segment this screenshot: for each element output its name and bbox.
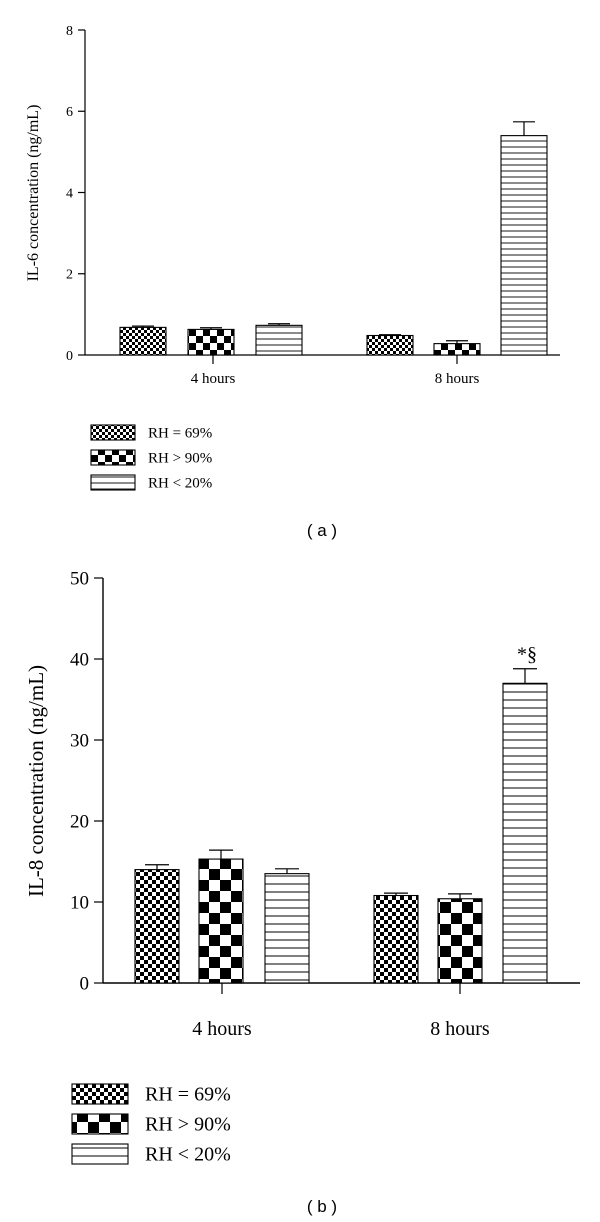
legend-item: RH < 20% bbox=[90, 474, 212, 491]
bar bbox=[502, 682, 548, 984]
x-category-label: 8 hours bbox=[435, 371, 480, 387]
legend-swatch bbox=[71, 1143, 129, 1165]
legend-swatch bbox=[71, 1113, 129, 1135]
panel-label: ( b ) bbox=[307, 1197, 337, 1216]
chart-panel-a: 0 2 4 6 8 4 hours 8 hours IL-6 concentration … bbox=[25, 24, 560, 540]
x-categories: 4 hours 8 hours bbox=[192, 983, 490, 1040]
error-bar bbox=[132, 325, 154, 328]
legend-label: RH > 90% bbox=[145, 1113, 231, 1135]
y-tick-label: 4 bbox=[66, 186, 73, 201]
bars bbox=[119, 121, 548, 356]
legend-label: RH = 69% bbox=[148, 425, 212, 441]
legend: RH = 69% RH > 90% RH < 20% bbox=[90, 424, 212, 491]
legend-item: RH = 69% bbox=[71, 1083, 231, 1105]
y-tick-label: 2 bbox=[66, 268, 73, 283]
chart-panel-b: 0 10 20 30 40 50 4 hours 8 hours IL-8 concentr… bbox=[24, 569, 580, 1216]
bar bbox=[187, 328, 235, 356]
error-bar bbox=[448, 893, 472, 899]
y-tick-label: 0 bbox=[66, 349, 73, 364]
error-bar bbox=[384, 892, 408, 896]
error-bar bbox=[268, 323, 290, 326]
legend-label: RH = 69% bbox=[145, 1083, 231, 1105]
legend-swatch bbox=[90, 424, 136, 441]
legend-item: RH > 90% bbox=[71, 1113, 231, 1135]
annotations: *§ bbox=[517, 644, 537, 666]
error-bar bbox=[446, 340, 468, 344]
x-category-label: 8 hours bbox=[430, 1018, 490, 1040]
y-axis-label: IL-8 concentration (ng/mL) bbox=[24, 665, 48, 897]
legend-item: RH > 90% bbox=[90, 449, 212, 466]
y-ticks: 0 10 20 30 40 50 bbox=[70, 569, 103, 995]
y-tick-label: 30 bbox=[70, 731, 89, 752]
y-tick-label: 8 bbox=[66, 24, 73, 39]
panel-label: ( a ) bbox=[307, 521, 337, 540]
error-bar bbox=[200, 327, 222, 330]
legend-item: RH = 69% bbox=[90, 424, 212, 441]
bar bbox=[255, 324, 303, 356]
error-bar bbox=[275, 868, 299, 874]
bar bbox=[119, 326, 167, 356]
bar bbox=[437, 898, 483, 984]
error-bar bbox=[145, 864, 169, 870]
bar bbox=[433, 343, 481, 356]
y-tick-label: 50 bbox=[70, 569, 89, 590]
bar bbox=[373, 894, 419, 984]
y-tick-label: 40 bbox=[70, 650, 89, 671]
error-bar bbox=[379, 334, 401, 336]
error-bar bbox=[513, 668, 537, 684]
legend-swatch bbox=[71, 1083, 129, 1105]
y-tick-label: 20 bbox=[70, 812, 89, 833]
significance-annotation: *§ bbox=[517, 644, 537, 666]
x-category-label: 4 hours bbox=[191, 371, 236, 387]
bar bbox=[134, 869, 180, 984]
bar bbox=[366, 334, 414, 356]
y-tick-label: 0 bbox=[80, 974, 90, 995]
legend-label: RH < 20% bbox=[145, 1143, 231, 1165]
legend: RH = 69% RH > 90% RH < 20% bbox=[71, 1083, 231, 1165]
y-ticks: 0 2 4 6 8 bbox=[66, 24, 85, 364]
y-tick-label: 10 bbox=[70, 893, 89, 914]
bar bbox=[198, 858, 244, 984]
legend-swatch bbox=[90, 449, 136, 466]
x-category-label: 4 hours bbox=[192, 1018, 252, 1040]
bar bbox=[264, 873, 310, 984]
legend-item: RH < 20% bbox=[71, 1143, 231, 1165]
legend-label: RH < 20% bbox=[148, 475, 212, 491]
legend-swatch bbox=[90, 474, 136, 491]
y-tick-label: 6 bbox=[66, 105, 73, 120]
y-axis-label: IL-6 concentration (ng/mL) bbox=[25, 105, 42, 282]
x-categories: 4 hours 8 hours bbox=[191, 355, 480, 387]
legend-label: RH > 90% bbox=[148, 450, 212, 466]
error-bar bbox=[513, 121, 535, 136]
error-bar bbox=[209, 849, 233, 860]
bars bbox=[134, 668, 548, 984]
bar bbox=[500, 135, 548, 356]
